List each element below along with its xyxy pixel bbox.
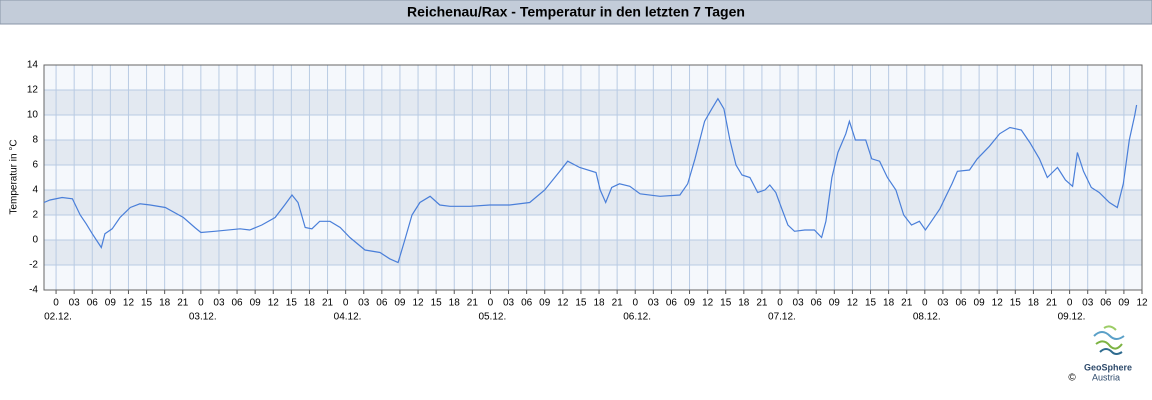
day-label: 08.12. — [913, 312, 941, 323]
x-tick-label: 21 — [177, 298, 189, 309]
x-tick-label: 09 — [105, 298, 117, 309]
grid-band — [44, 190, 1142, 215]
y-tick-label: 0 — [32, 235, 38, 246]
logo-subtitle: Austria — [1092, 372, 1120, 382]
day-label: 07.12. — [768, 312, 796, 323]
x-tick-label: 06 — [376, 298, 388, 309]
copyright: © — [1068, 373, 1076, 384]
y-tick-label: -2 — [29, 260, 38, 271]
x-tick-label: 15 — [865, 298, 877, 309]
x-tick-label: 18 — [883, 298, 895, 309]
grid-band — [44, 140, 1142, 165]
x-tick-label: 18 — [159, 298, 171, 309]
x-tick-label: 21 — [1046, 298, 1058, 309]
day-label: 09.12. — [1058, 312, 1086, 323]
y-tick-label: 10 — [27, 110, 39, 121]
x-tick-label: 09 — [684, 298, 696, 309]
x-tick-label: 15 — [720, 298, 732, 309]
x-tick-label: 03 — [69, 298, 81, 309]
x-tick-label: 0 — [53, 298, 59, 309]
x-tick-label: 21 — [322, 298, 334, 309]
x-tick-label: 06 — [87, 298, 99, 309]
x-tick-label: 0 — [632, 298, 638, 309]
x-tick-label: 12 — [557, 298, 569, 309]
x-tick-label: 12 — [268, 298, 280, 309]
x-tick-label: 12 — [847, 298, 859, 309]
x-tick-label: 0 — [777, 298, 783, 309]
x-tick-label: 0 — [343, 298, 349, 309]
x-tick-label: 03 — [358, 298, 370, 309]
x-tick-label: 15 — [141, 298, 153, 309]
x-tick-label: 12 — [123, 298, 135, 309]
x-tick-label: 06 — [666, 298, 678, 309]
x-tick-label: 18 — [1028, 298, 1040, 309]
x-tick-label: 03 — [213, 298, 225, 309]
plot-frame — [43, 64, 1143, 291]
x-tick-label: 03 — [937, 298, 949, 309]
temperature-line — [43, 97, 1138, 264]
day-label: 04.12. — [334, 312, 362, 323]
x-tick-label: 15 — [431, 298, 443, 309]
x-tick-label: 21 — [756, 298, 768, 309]
x-tick-label: 12 — [1136, 298, 1148, 309]
y-tick-label: 4 — [32, 185, 38, 196]
x-tick-label: 12 — [702, 298, 714, 309]
x-tick-label: 06 — [521, 298, 533, 309]
x-tick-label: 09 — [539, 298, 551, 309]
y-tick-label: 8 — [32, 135, 38, 146]
x-tick-label: 18 — [304, 298, 316, 309]
x-tick-label: 09 — [250, 298, 262, 309]
x-tick-label: 06 — [231, 298, 243, 309]
x-tick-label: 18 — [449, 298, 461, 309]
y-tick-label: -4 — [29, 285, 38, 296]
x-tick-label: 18 — [738, 298, 750, 309]
grid-band — [44, 240, 1142, 265]
x-tick-label: 06 — [811, 298, 823, 309]
x-tick-label: 18 — [593, 298, 605, 309]
x-tick-label: 15 — [575, 298, 587, 309]
x-tick-label: 21 — [467, 298, 479, 309]
day-label: 02.12. — [44, 312, 72, 323]
chart-title: Reichenau/Rax - Temperatur in den letzte… — [407, 4, 745, 20]
x-tick-label: 21 — [901, 298, 913, 309]
day-label: 06.12. — [623, 312, 651, 323]
x-tick-label: 06 — [1100, 298, 1112, 309]
x-tick-label: 12 — [992, 298, 1004, 309]
x-tick-label: 12 — [412, 298, 424, 309]
x-tick-label: 03 — [793, 298, 805, 309]
y-tick-label: 6 — [32, 160, 38, 171]
logo-icon — [1093, 325, 1125, 355]
x-tick-label: 09 — [974, 298, 986, 309]
y-tick-label: 12 — [27, 85, 39, 96]
x-tick-label: 09 — [829, 298, 841, 309]
logo-name: GeoSphere — [1084, 362, 1132, 372]
title-bar — [0, 0, 1152, 25]
y-tick-label: 14 — [27, 60, 39, 71]
x-tick-label: 03 — [503, 298, 515, 309]
x-tick-label: 21 — [612, 298, 624, 309]
x-tick-label: 0 — [198, 298, 204, 309]
x-tick-label: 06 — [955, 298, 967, 309]
x-tick-label: 15 — [1010, 298, 1022, 309]
x-tick-label: 09 — [394, 298, 406, 309]
grid-band — [44, 90, 1142, 115]
day-label: 03.12. — [189, 312, 217, 323]
x-tick-label: 15 — [286, 298, 298, 309]
x-tick-label: 09 — [1118, 298, 1130, 309]
y-tick-label: 2 — [32, 210, 38, 221]
day-label: 05.12. — [478, 312, 506, 323]
x-tick-label: 0 — [1067, 298, 1073, 309]
x-tick-label: 0 — [488, 298, 494, 309]
x-tick-label: 0 — [922, 298, 928, 309]
x-tick-label: 03 — [648, 298, 660, 309]
y-axis-label: Temperatur in °C — [9, 139, 20, 214]
x-tick-label: 03 — [1082, 298, 1094, 309]
